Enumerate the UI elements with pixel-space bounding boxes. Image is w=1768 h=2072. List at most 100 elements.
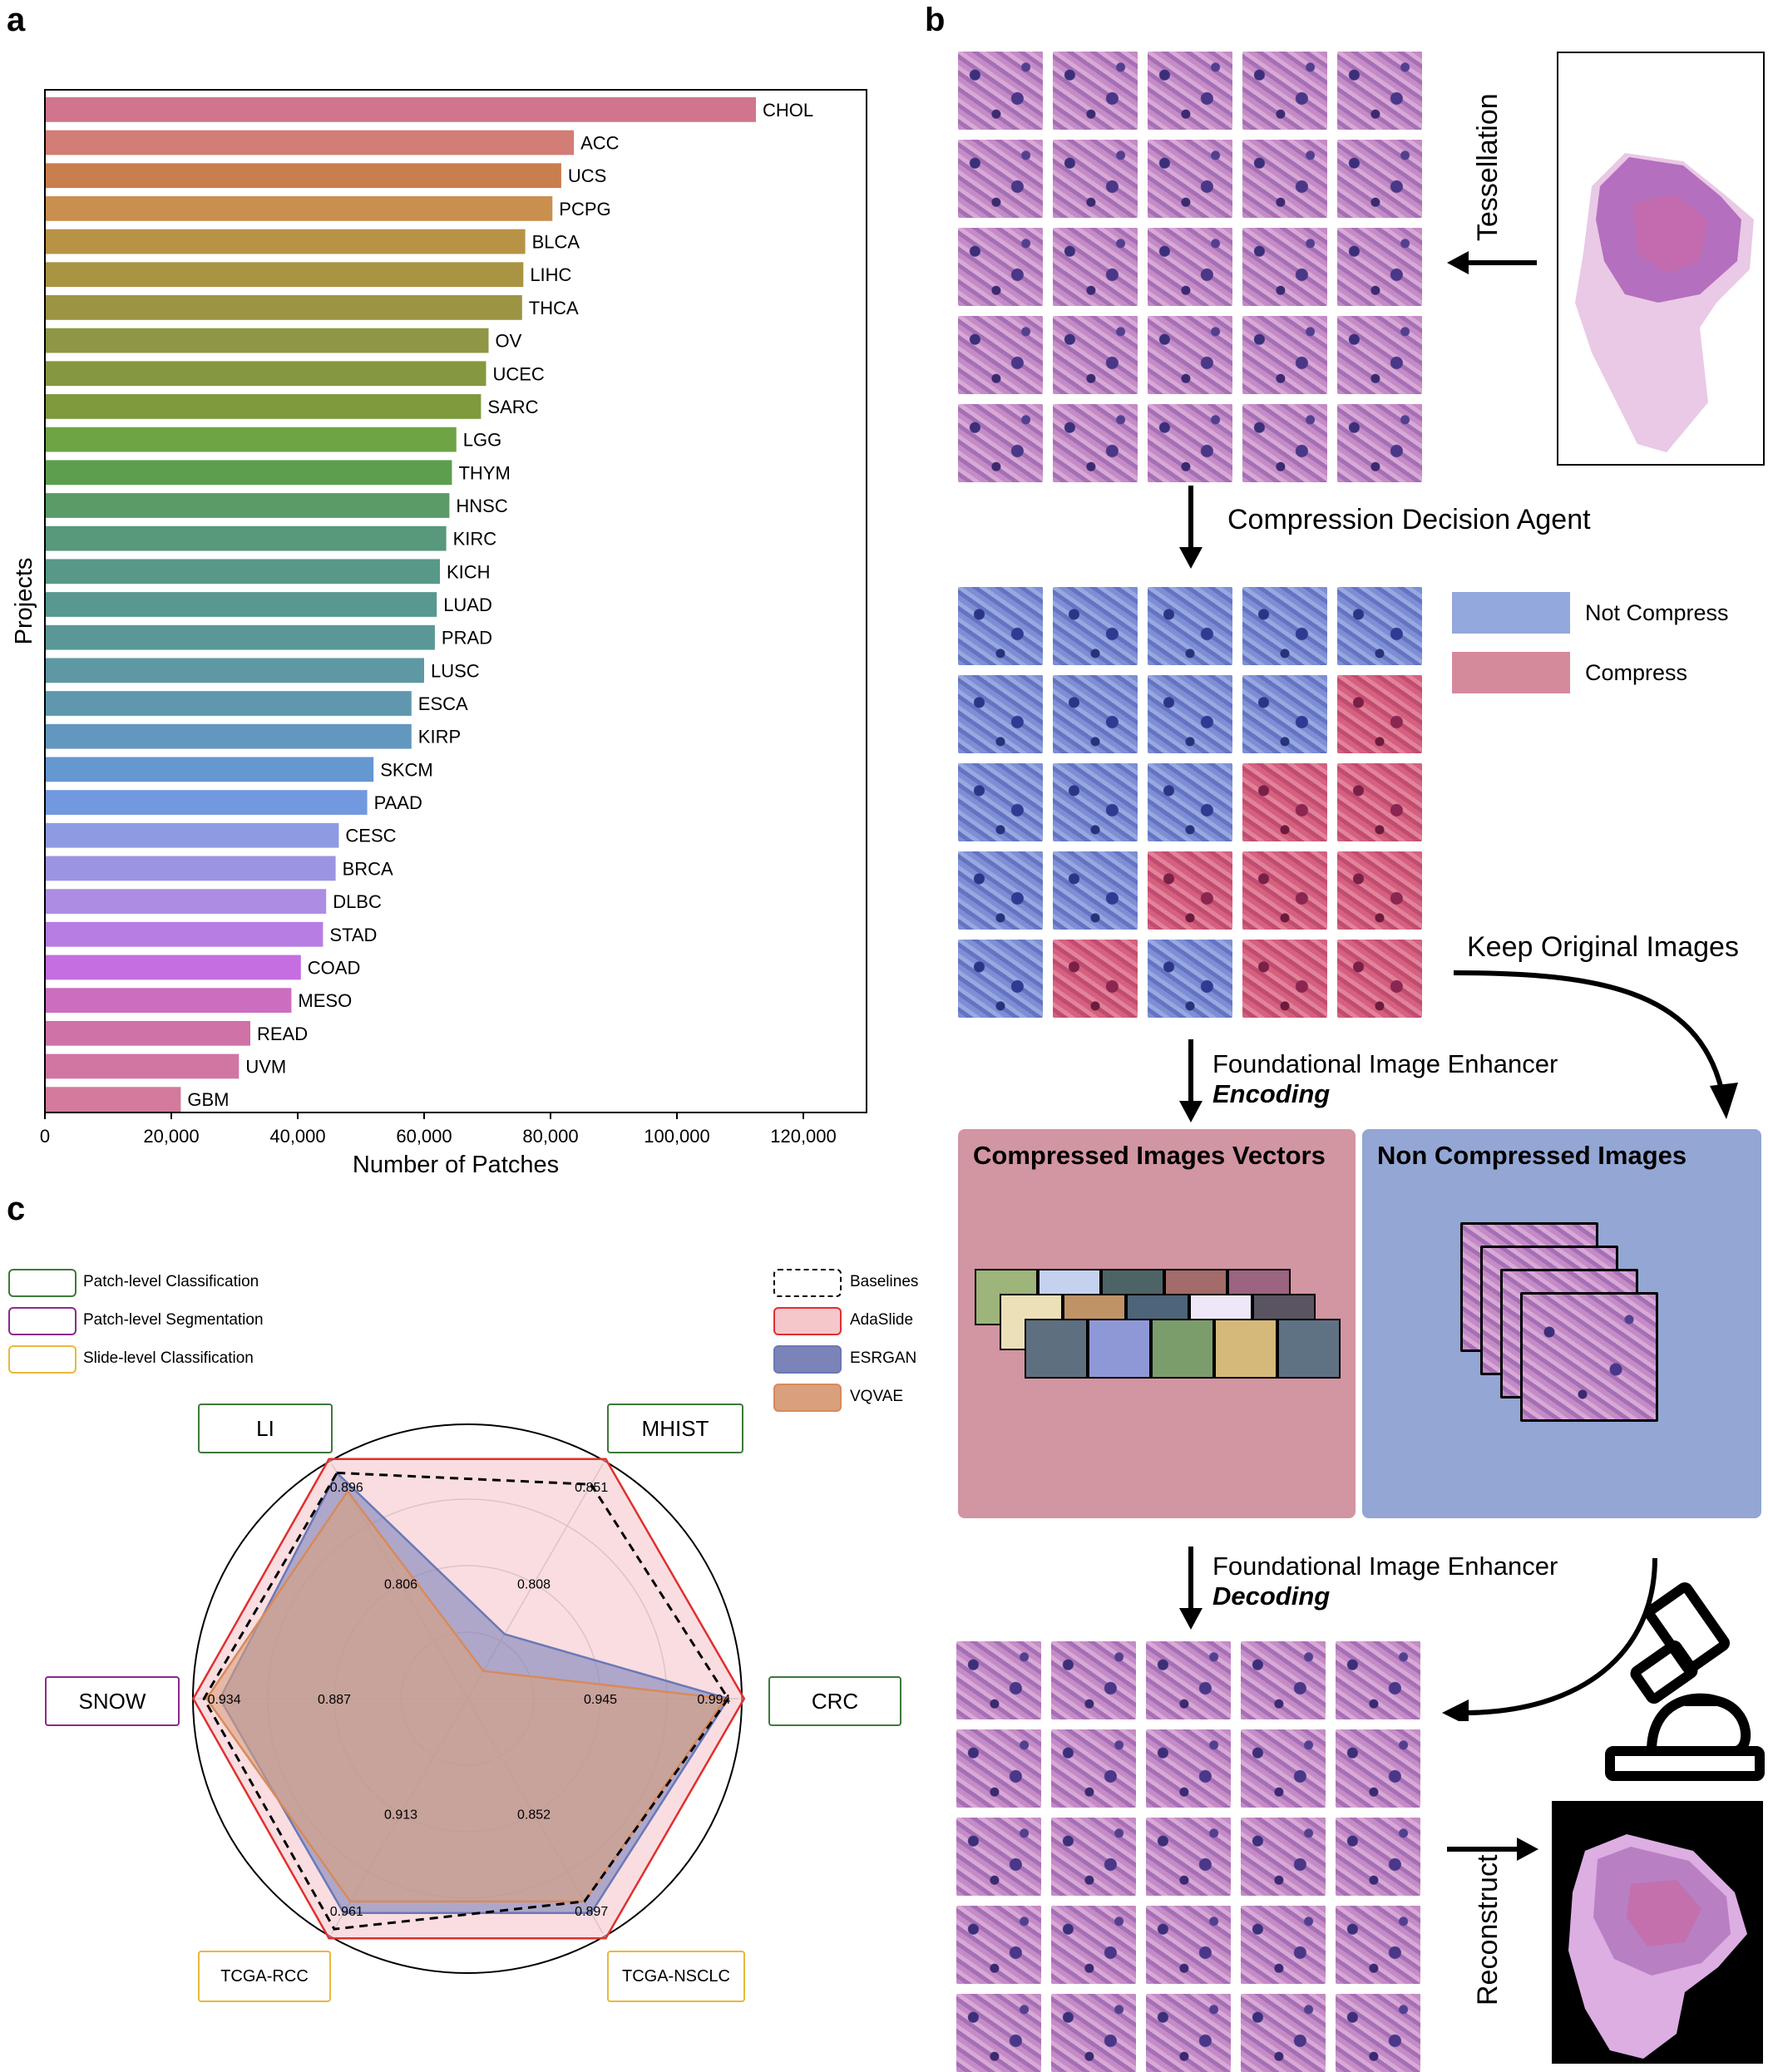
bar-label-thca: THCA — [529, 298, 579, 318]
patch-tile — [1148, 675, 1232, 753]
tessellation-arrow-icon — [1447, 251, 1537, 274]
patch-tile — [1051, 1818, 1136, 1896]
patch-tile — [1053, 675, 1138, 753]
panel-letter-a: a — [7, 2, 26, 38]
noncompressed-images-box: Non Compressed Images — [1362, 1129, 1761, 1518]
bar-label-dlbc: DLBC — [333, 891, 382, 912]
reconstructed-slide — [1552, 1801, 1763, 2064]
patch-tile — [1336, 1729, 1420, 1808]
vector-cell — [1277, 1319, 1341, 1379]
y-axis-label: Projects — [11, 558, 37, 645]
task-legend-swatch — [8, 1345, 77, 1374]
bar-thym — [45, 460, 452, 486]
bar-label-brca: BRCA — [343, 858, 393, 879]
patch-tile — [956, 1906, 1041, 1984]
radar-axis-tcga-nsclc: TCGA-NSCLC — [607, 1951, 745, 2002]
bar-label-chol: CHOL — [763, 100, 813, 121]
patch-tile — [958, 404, 1043, 482]
patch-tile — [1146, 1818, 1231, 1896]
bar-label-cesc: CESC — [345, 826, 396, 846]
bar-label-paad: PAAD — [374, 792, 422, 813]
encoding-label: Encoding — [1212, 1079, 1331, 1108]
patch-tile — [1053, 316, 1138, 394]
bar-meso — [45, 988, 292, 1014]
patch-tile — [1148, 940, 1232, 1018]
patch-tile — [1242, 587, 1327, 665]
bar-label-acc: ACC — [580, 133, 620, 154]
patch-tile — [1051, 1906, 1136, 1984]
stacked-image — [1520, 1292, 1658, 1422]
patch-tile — [1336, 1906, 1420, 1984]
patch-tile — [956, 1729, 1041, 1808]
noncompressed-images-title: Non Compressed Images — [1377, 1141, 1687, 1170]
radar-mid-label: 0.913 — [384, 1808, 417, 1823]
patch-tile — [956, 1994, 1041, 2072]
task-legend-label: Patch-level Classification — [83, 1273, 259, 1290]
keep-original-label: Keep Original Images — [1467, 931, 1739, 963]
radar-chart: 0.896 0.806 0.851 0.808 0.994 0.945 0.897 0.852… — [191, 1423, 746, 1974]
bar-thca — [45, 295, 522, 320]
patch-tile — [1148, 316, 1232, 394]
patch-tile — [1241, 1994, 1326, 2072]
task-legend-swatch — [8, 1307, 77, 1335]
encoding-arrow-icon — [1179, 1039, 1203, 1122]
bar-label-ucs: UCS — [568, 165, 606, 186]
bar-label-coad: COAD — [308, 957, 361, 978]
patch-tile — [1242, 940, 1327, 1018]
reconstruct-arrow-icon — [1447, 1838, 1538, 1861]
radar-value-label: 0.896 — [330, 1481, 363, 1495]
plot-frame — [44, 89, 867, 1113]
patch-tile — [958, 940, 1043, 1018]
bar-label-skcm: SKCM — [380, 759, 433, 780]
bar-kirc — [45, 525, 447, 551]
patch-tile — [958, 675, 1043, 753]
patch-tile — [1241, 1729, 1326, 1808]
patch-tile — [1242, 851, 1327, 930]
vector-cell — [1025, 1319, 1088, 1379]
x-tick-label: 60,000 — [396, 1126, 452, 1147]
patch-tile — [1053, 940, 1138, 1018]
patch-tile — [958, 228, 1043, 306]
bar-read — [45, 1020, 250, 1046]
patch-tile — [1148, 851, 1232, 930]
patch-tile — [1337, 851, 1422, 930]
bar-chart: CHOL ACC UCS PCPG BLCA LIHC THCA OV UCEC SARC LGG T… — [11, 89, 867, 1178]
bar-label-kirp: KIRP — [418, 727, 461, 747]
patch-tile — [1242, 763, 1327, 841]
reconstructed-patches-grid — [956, 1641, 1420, 2072]
x-tick-label: 120,000 — [770, 1126, 837, 1147]
series-legend-swatch-vqvae — [773, 1384, 842, 1412]
patch-tile — [1337, 140, 1422, 218]
patch-tile — [958, 316, 1043, 394]
bar-cesc — [45, 822, 339, 848]
patch-tile — [1242, 675, 1327, 753]
bar-label-kich: KICH — [447, 561, 491, 582]
x-tick-label: 20,000 — [143, 1126, 199, 1147]
patch-tile — [1053, 52, 1138, 130]
x-tick-label: 40,000 — [269, 1126, 325, 1147]
bar-label-uvm: UVM — [245, 1056, 286, 1077]
patch-tile — [1146, 1906, 1231, 1984]
bar-label-pcpg: PCPG — [559, 199, 610, 220]
bar-label-blca: BLCA — [532, 232, 580, 253]
patch-tile — [1148, 587, 1232, 665]
series-legend-swatch-adaslide — [773, 1307, 842, 1335]
compressed-vectors-box: Compressed Images Vectors — [958, 1129, 1356, 1518]
return-arrow-icon — [1442, 1557, 1657, 1721]
decoding-arrow-icon — [1179, 1547, 1203, 1630]
bar-ov — [45, 328, 489, 353]
bar-hnsc — [45, 493, 450, 518]
compressed-vectors-title: Compressed Images Vectors — [973, 1141, 1326, 1170]
bar-label-ov: OV — [496, 331, 522, 352]
patch-tile — [1242, 404, 1327, 482]
patch-tile — [1337, 675, 1422, 753]
bar-ucec — [45, 361, 486, 387]
enhancer-label-2: Foundational Image Enhancer — [1212, 1552, 1558, 1581]
bar-stad — [45, 921, 323, 947]
patch-tile — [1146, 1641, 1231, 1719]
x-tick-label: 80,000 — [522, 1126, 578, 1147]
radar-value-label: 0.961 — [330, 1905, 363, 1919]
series-legend-swatch-baselines — [773, 1269, 842, 1297]
bar-label-luad: LUAD — [443, 594, 492, 615]
bar-label-lgg: LGG — [463, 430, 501, 451]
